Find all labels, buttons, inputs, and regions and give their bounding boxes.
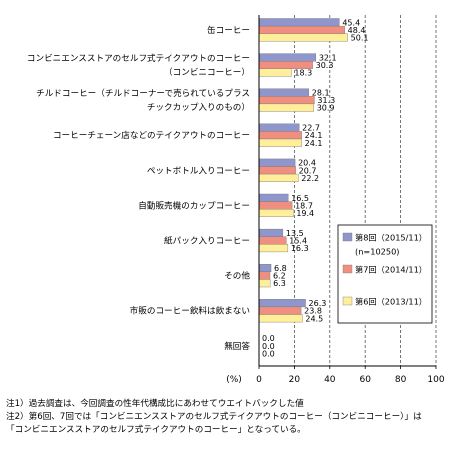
note-3: 「コンビニエンスストアのセルフ式テイクアウトのコーヒー」となっている。	[6, 425, 306, 435]
bar	[258, 201, 293, 210]
value-label: 16.5	[291, 194, 309, 203]
bar	[258, 53, 317, 62]
bar	[258, 131, 302, 140]
value-label: 50.1	[351, 34, 369, 43]
value-label: 19.4	[296, 209, 314, 218]
value-label: 0.0	[262, 342, 275, 351]
category-label: 缶コーヒー	[207, 24, 250, 36]
value-label: 0.0	[262, 334, 275, 343]
category-label: （コンビニコーヒー）	[164, 67, 250, 78]
category-label: ペットボトル入りコーヒー	[147, 165, 250, 176]
value-label: 24.1	[305, 139, 323, 148]
value-label: 6.8	[274, 264, 287, 273]
category-label: コーヒーチェーン店などのテイクアウトのコーヒー	[53, 129, 250, 141]
bar	[258, 138, 302, 147]
note-1: 注1）過去調査は、今回調査の性年代構成比にあわせてウエイトバックした値	[6, 399, 304, 409]
value-label: 30.9	[317, 104, 335, 113]
bar	[258, 236, 287, 245]
value-label: 22.2	[301, 174, 319, 183]
value-label: 16.3	[291, 244, 309, 253]
value-label: 24.1	[305, 131, 323, 140]
x-tick-label: 80	[395, 375, 407, 385]
category-label: 紙パック入りコーヒー	[164, 235, 250, 247]
value-label: 6.3	[273, 279, 286, 288]
category-label: 自動販売機のカップコーヒー	[138, 199, 250, 211]
bar	[258, 271, 271, 280]
bar	[258, 25, 345, 34]
bar	[258, 279, 271, 288]
note-2: 注2）第6回、7回では「コンビニエンスストアのセルフ式テイクアウトのコーヒー（コ…	[6, 412, 422, 422]
legend-swatch	[342, 264, 353, 274]
legend-swatch	[342, 296, 353, 306]
value-label: 45.4	[342, 18, 360, 27]
value-label: 26.3	[309, 299, 327, 308]
value-label: 48.4	[348, 26, 366, 35]
bar	[258, 18, 340, 27]
value-label: 22.7	[302, 124, 320, 133]
x-unit-label: (%)	[226, 375, 242, 385]
value-label: 0.0	[262, 349, 275, 358]
value-label: 24.5	[305, 314, 323, 323]
bar	[258, 228, 284, 237]
legend-box	[337, 224, 433, 324]
x-tick-label: 100	[427, 375, 444, 385]
x-tick-label: 60	[359, 375, 371, 385]
bar	[258, 264, 272, 273]
value-label: 28.1	[312, 89, 330, 98]
bar	[258, 173, 299, 182]
x-tick-label: 0	[256, 375, 262, 385]
value-label: 15.4	[289, 237, 307, 246]
bar	[258, 299, 306, 308]
category-label: チックカップ入りのもの）	[147, 102, 250, 113]
value-label: 20.7	[299, 166, 317, 175]
x-tick-label: 40	[324, 375, 336, 385]
bar	[258, 314, 303, 323]
category-label: その他	[224, 270, 250, 282]
bar	[258, 193, 289, 202]
value-label: 23.8	[304, 307, 322, 316]
bar	[258, 96, 315, 105]
legend-label: 第7回（2014/11）	[355, 265, 427, 275]
bar	[258, 306, 302, 315]
bar	[258, 158, 296, 167]
value-label: 6.2	[273, 272, 286, 281]
value-label: 32.1	[319, 53, 337, 62]
value-label: 18.3	[294, 69, 312, 78]
legend-swatch	[342, 232, 353, 242]
legend-label: 第6回（2013/11）	[355, 297, 427, 307]
value-label: 20.4	[298, 159, 316, 168]
legend-note: (n=10250)	[355, 247, 399, 257]
bar	[258, 208, 294, 217]
value-label: 13.5	[286, 229, 304, 238]
category-label: 市販のコーヒー飲料は飲まない	[130, 305, 250, 317]
legend-label: 第8回（2015/11）	[355, 233, 427, 243]
x-tick-label: 20	[289, 375, 301, 385]
bar	[258, 123, 300, 132]
category-label: 無回答	[224, 340, 250, 352]
value-label: 18.7	[295, 201, 313, 210]
bar	[258, 68, 292, 77]
bar	[258, 103, 314, 112]
value-label: 31.3	[317, 96, 335, 105]
bar	[258, 88, 309, 97]
bar	[258, 33, 348, 42]
bar	[258, 244, 289, 253]
category-label: コンビニエンスストアのセルフ式テイクアウトのコーヒー	[27, 52, 250, 64]
category-label: チルドコーヒー（チルドコーナーで売られているプラス	[36, 87, 250, 99]
value-label: 30.3	[316, 61, 334, 70]
bar	[258, 166, 296, 175]
